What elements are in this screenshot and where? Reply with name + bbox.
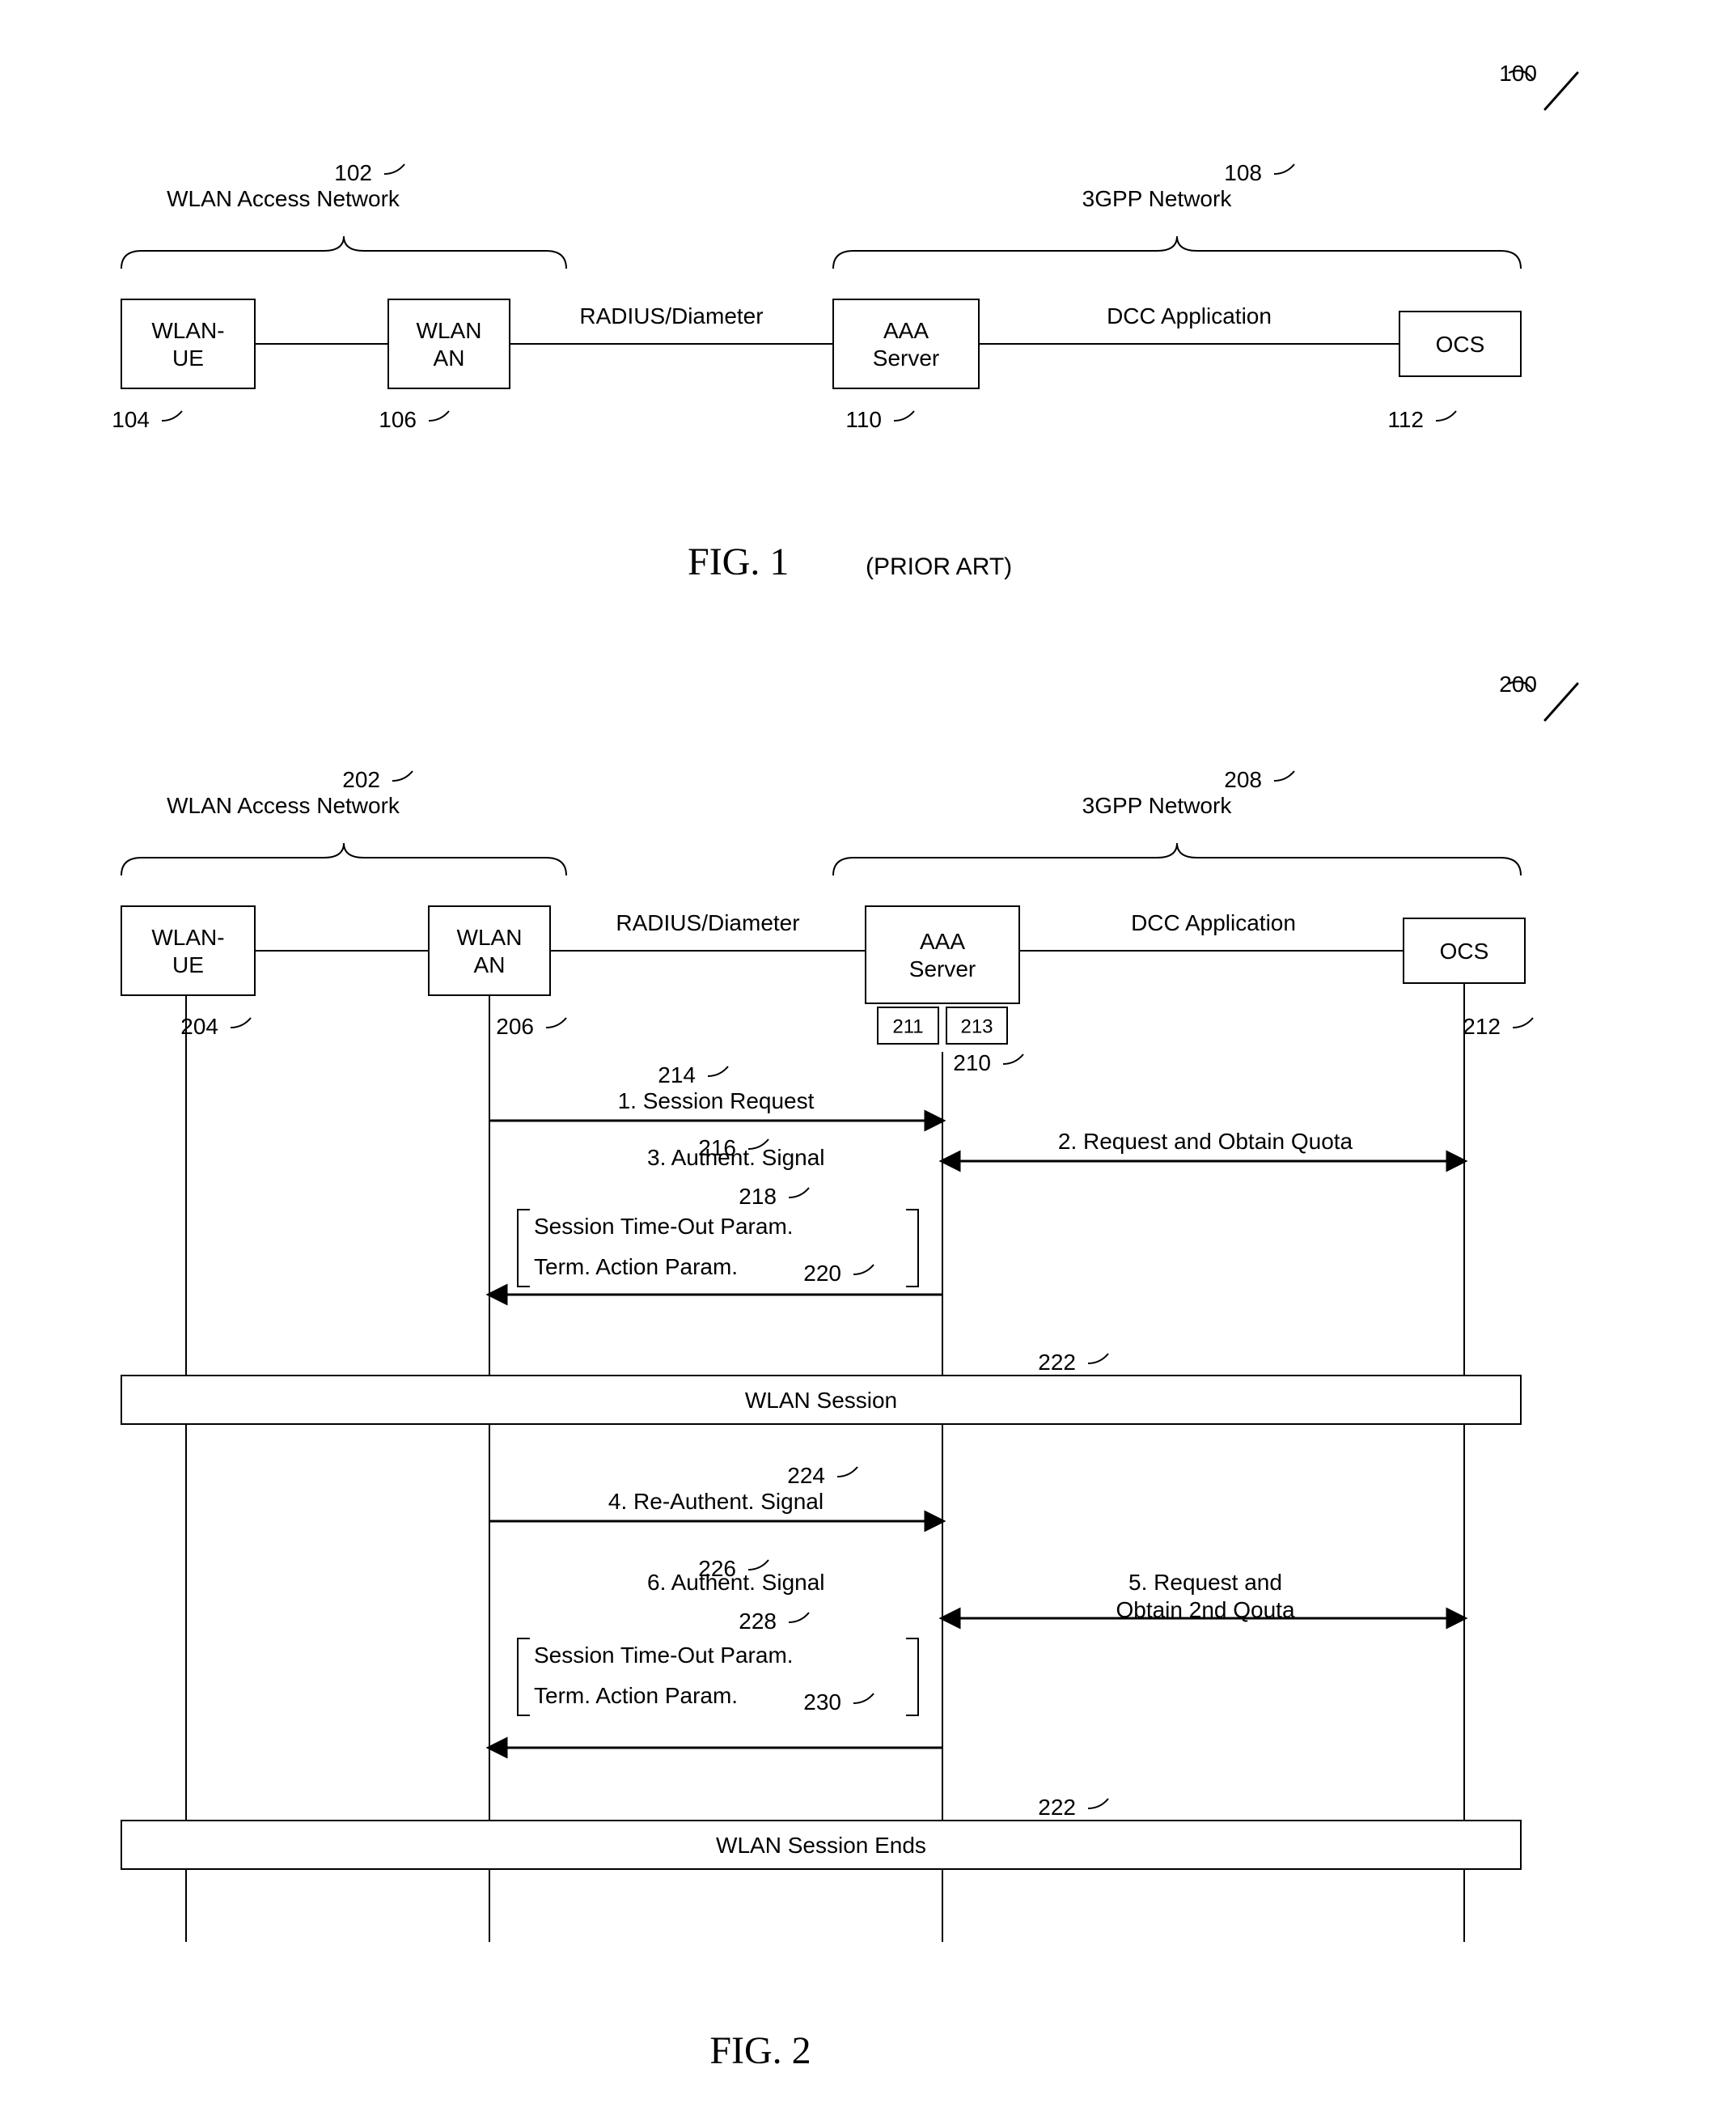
group-108-label: 3GPP Network <box>1082 186 1233 211</box>
fig2-wlanan <box>429 906 550 995</box>
ref-102-leader <box>384 164 404 174</box>
ref-104: 104 <box>112 407 150 432</box>
group-208-label: 3GPP Network <box>1082 793 1233 818</box>
fig2-wlanue <box>121 906 255 995</box>
ref-224-leader <box>837 1467 857 1477</box>
group-102-label: WLAN Access Network <box>167 186 400 211</box>
ref-226-leader <box>748 1560 768 1570</box>
ref-100-mark <box>1545 73 1577 109</box>
fig2-sub211-label: 211 <box>892 1016 923 1038</box>
ref-200: 200 <box>1499 672 1537 697</box>
ref-210-leader <box>1003 1054 1023 1064</box>
ref-112: 112 <box>1387 407 1424 432</box>
fig2-ocs-label: OCS <box>1440 939 1489 964</box>
fig1-aaa <box>833 299 979 388</box>
ref-102: 102 <box>334 160 372 185</box>
ref-222b-leader <box>1088 1799 1108 1808</box>
ref-212-leader <box>1513 1018 1533 1028</box>
fig2-link-an_aaa-label: RADIUS/Diameter <box>616 910 799 935</box>
ref-218: 218 <box>739 1184 777 1209</box>
ref-110: 110 <box>845 407 882 432</box>
fig1-ocs-label: OCS <box>1436 332 1485 357</box>
arrow-a6-rbracket <box>906 1638 918 1715</box>
ref-204-leader <box>231 1018 251 1028</box>
ref-208: 208 <box>1224 767 1262 792</box>
fig1-wlanan <box>388 299 510 388</box>
brace-108 <box>833 236 1521 269</box>
brace-208 <box>833 843 1521 875</box>
ref-208-leader <box>1274 771 1294 781</box>
arrow-a3-param-0: Session Time-Out Param. <box>534 1214 794 1239</box>
ref-216: 216 <box>698 1135 736 1160</box>
fig2-aaa <box>866 906 1019 1003</box>
fig1-link-aaa_ocs-label: DCC Application <box>1107 303 1272 329</box>
ref-230-leader <box>853 1693 874 1703</box>
fig2-link-aaa_ocs-label: DCC Application <box>1131 910 1296 935</box>
arrow-a3-rbracket <box>906 1210 918 1287</box>
ref-222a-leader <box>1088 1354 1108 1363</box>
ref-100: 100 <box>1499 61 1537 86</box>
fig2-title: FIG. 2 <box>709 2029 811 2072</box>
ref-212: 212 <box>1463 1014 1501 1039</box>
ref-222b: 222 <box>1038 1795 1076 1820</box>
arrow-a2-label: 2. Request and Obtain Quota <box>1058 1129 1353 1154</box>
fig1-title: FIG. 1 <box>688 540 789 583</box>
ref-228: 228 <box>739 1609 777 1634</box>
ref-206-leader <box>546 1018 566 1028</box>
ref-108: 108 <box>1224 160 1262 185</box>
arrow-a1-label: 1. Session Request <box>618 1088 815 1113</box>
ref-210: 210 <box>953 1050 991 1075</box>
arrow-a3-param-1: Term. Action Param. <box>534 1254 738 1279</box>
fig1-wlanue <box>121 299 255 388</box>
ref-202: 202 <box>342 767 380 792</box>
wlan-session-label: WLAN Session <box>745 1388 897 1413</box>
ref-214-leader <box>708 1066 728 1076</box>
ref-214: 214 <box>658 1062 696 1087</box>
ref-206: 206 <box>496 1014 534 1039</box>
ref-224: 224 <box>787 1463 825 1488</box>
brace-202 <box>121 843 566 875</box>
ref-106: 106 <box>379 407 417 432</box>
ref-218-leader <box>789 1188 809 1198</box>
ref-228-leader <box>789 1613 809 1622</box>
fig1-subtitle: (PRIOR ART) <box>866 553 1012 580</box>
wlan-session-ends-label: WLAN Session Ends <box>716 1833 926 1858</box>
group-202-label: WLAN Access Network <box>167 793 400 818</box>
arrow-a5-label: 5. Request andObtain 2nd Qouta <box>1116 1570 1294 1622</box>
ref-230: 230 <box>803 1689 841 1715</box>
ref-202-leader <box>392 771 413 781</box>
arrow-a6-lbracket <box>518 1638 530 1715</box>
ref-222a: 222 <box>1038 1350 1076 1375</box>
arrow-a3-lbracket <box>518 1210 530 1287</box>
ref-112-leader <box>1436 411 1456 421</box>
ref-108-leader <box>1274 164 1294 174</box>
brace-102 <box>121 236 566 269</box>
arrow-a6-param-0: Session Time-Out Param. <box>534 1643 794 1668</box>
ref-104-leader <box>162 411 182 421</box>
ref-110-leader <box>894 411 914 421</box>
fig1-link-an_aaa-label: RADIUS/Diameter <box>579 303 763 329</box>
arrow-a4-label: 4. Re-Authent. Signal <box>608 1489 824 1514</box>
arrow-a6-param-1: Term. Action Param. <box>534 1683 738 1708</box>
ref-106-leader <box>429 411 449 421</box>
ref-200-mark <box>1545 684 1577 720</box>
diagram-canvas: 100 WLAN Access Network 3GPP Network 102 108… <box>0 0 1736 2128</box>
ref-220: 220 <box>803 1261 841 1286</box>
ref-220-leader <box>853 1265 874 1274</box>
fig2-sub213-label: 213 <box>960 1016 993 1038</box>
ref-226: 226 <box>698 1556 736 1581</box>
